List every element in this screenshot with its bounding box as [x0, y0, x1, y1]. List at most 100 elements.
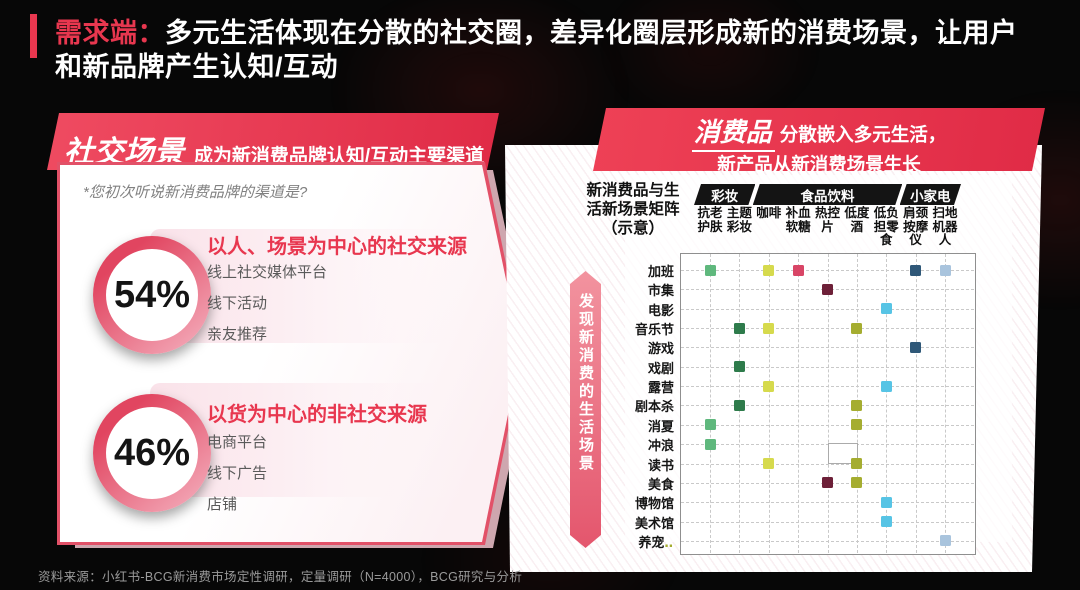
survey-question: *您初次听说新消费品牌的渠道是? [83, 184, 308, 201]
grid-row-line [681, 328, 974, 330]
grid-column-line [827, 254, 829, 553]
matrix-col-label: 热控片 [814, 206, 840, 234]
grid-column-line [915, 254, 917, 553]
matrix-highlight-cell [827, 442, 858, 465]
matrix-dot [704, 264, 716, 276]
matrix-dot [704, 419, 716, 431]
right-banner-line1: 分散嵌入多元生活， [779, 124, 947, 145]
matrix-row-label: 游戏 [647, 341, 674, 357]
matrix-row-label: 加班 [647, 264, 674, 279]
right-section-banner: 消费品 分散嵌入多元生活， 新产品从新消费场景生长 [593, 108, 1045, 171]
grid-row-line [681, 540, 974, 542]
matrix-col-label: 主题彩妆 [726, 206, 752, 234]
stat-item: 线下活动 [207, 295, 268, 312]
matrix-dot [704, 438, 716, 450]
matrix-row-label: 养宠‥ [638, 534, 674, 550]
matrix-dot [880, 496, 892, 508]
grid-row-line [681, 366, 974, 368]
grid-row-line [681, 502, 974, 504]
matrix-row-label: 读书 [647, 457, 674, 473]
matrix-col-label: 肩颈按摩仪 [903, 206, 929, 247]
matrix-row-label: 戏剧 [647, 360, 674, 376]
grid-row-line [681, 347, 974, 349]
matrix-dot [763, 458, 775, 470]
matrix-row-label: 市集 [647, 283, 674, 299]
matrix-row-label: 音乐节 [634, 322, 674, 338]
matrix-dot [851, 419, 863, 431]
matrix-col-label: 抗老护肤 [697, 206, 723, 234]
matrix-row-label: 美食 [647, 476, 674, 492]
matrix-row-label: 博物馆 [634, 496, 674, 512]
matrix-title: 新消费品与生活新场景矩阵（示意） [586, 182, 680, 237]
matrix-dot [851, 399, 863, 411]
left-section-banner: 社交场景 成为新消费品牌认知/互动主要渠道 [47, 113, 499, 170]
scene-discovery-ribbon: 发现新消费的生活场景 [570, 271, 601, 548]
grid-row-line [681, 308, 974, 310]
matrix-dot [733, 322, 745, 334]
matrix-col-label: 咖啡 [756, 206, 782, 220]
page-title: 需求端：多元生活体现在分散的社交圈，差异化圈层形成新的消费场景，让用户和新品牌产… [55, 16, 1030, 84]
matrix-row-label: 剧本杀 [634, 399, 674, 415]
title-accent-bar [30, 14, 37, 58]
grid-column-line [886, 254, 888, 553]
matrix-dot [822, 283, 833, 295]
matrix-dot [763, 322, 775, 334]
stat-item: 电商平台 [207, 434, 268, 451]
matrix-dot [939, 535, 951, 547]
matrix-row-label: 消夏 [647, 418, 674, 434]
matrix-dot [851, 458, 863, 470]
matrix-row-label: 露营 [647, 380, 674, 396]
matrix-row-label: 冲浪 [647, 438, 674, 454]
source-note: 资料来源：小红书-BCG新消费市场定性调研，定量调研（N=4000），BCG研究… [38, 570, 523, 584]
more-rows-ellipsis: ‥ [664, 534, 674, 550]
page-title-text: 多元生活体现在分散的社交圈，差异化圈层形成新的消费场景，让用户和新品牌产生认知/… [55, 18, 1018, 82]
grid-column-line [798, 254, 800, 553]
stat-circle-nonsocial: 46% [93, 394, 211, 512]
matrix-dot [822, 477, 833, 489]
grid-row-line [681, 405, 974, 407]
stat-item: 亲友推荐 [207, 326, 268, 343]
grid-row-line [681, 424, 974, 426]
matrix-dot [851, 477, 863, 489]
matrix-dot [880, 380, 892, 392]
stat-title-nonsocial: 以货为中心的非社交来源 [207, 404, 427, 426]
stat-item: 线上社交媒体平台 [207, 264, 328, 281]
stat-item: 线下广告 [207, 465, 268, 482]
matrix-dot [880, 303, 892, 315]
stat-value-social: 54% [106, 249, 198, 341]
matrix-dot [733, 399, 745, 411]
grid-column-line [945, 254, 946, 553]
ribbon-label: 发现新消费的生活场景 [577, 293, 594, 473]
matrix-col-label: 补血软糖 [785, 206, 811, 234]
matrix-dot [939, 264, 951, 276]
grid-column-line [710, 254, 711, 553]
matrix-dot [763, 264, 775, 276]
matrix-dot [910, 341, 922, 353]
grid-row-line [681, 270, 974, 271]
grid-row-line [681, 463, 974, 465]
stat-circle-social: 54% [93, 236, 211, 354]
category-badge: 小家电 [900, 184, 961, 205]
matrix-dot [792, 264, 804, 276]
stat-title-social: 以人、场景为中心的社交来源 [207, 236, 467, 258]
matrix-row-label: 电影 [647, 302, 674, 318]
matrix-col-label: 扫地机器人 [932, 206, 958, 247]
page-title-tag: 需求端： [55, 18, 165, 48]
left-banner-text: 成为新消费品牌认知/互动主要渠道 [193, 146, 485, 167]
grid-column-line [768, 254, 770, 553]
grid-row-line [681, 521, 974, 523]
matrix-dot [880, 516, 892, 528]
matrix-dot [910, 264, 922, 276]
stat-item: 店铺 [207, 496, 238, 513]
matrix-col-label: 低度酒 [844, 206, 870, 234]
grid-row-line [681, 386, 974, 388]
right-banner-emphasis: 消费品 [692, 110, 775, 152]
matrix-row-label: 美术馆 [634, 515, 674, 531]
matrix-dot [733, 361, 745, 373]
matrix-dot [763, 380, 775, 392]
right-banner-line2: 新产品从新消费场景生长 [717, 154, 921, 175]
category-badge: 食品饮料 [753, 184, 903, 205]
matrix-dot [851, 322, 863, 334]
category-badge: 彩妆 [694, 184, 755, 205]
